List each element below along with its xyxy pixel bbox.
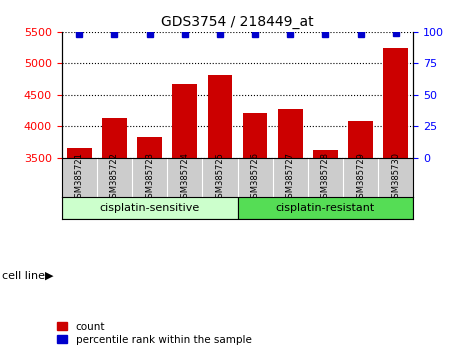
Bar xyxy=(313,150,338,158)
Text: GSM385724: GSM385724 xyxy=(180,152,189,203)
Bar xyxy=(172,84,197,158)
Bar xyxy=(238,197,413,219)
Text: cisplatin-resistant: cisplatin-resistant xyxy=(276,203,375,213)
Bar xyxy=(62,197,238,219)
Bar xyxy=(243,113,267,158)
Text: cisplatin-sensitive: cisplatin-sensitive xyxy=(99,203,200,213)
Bar xyxy=(67,148,92,158)
Bar xyxy=(208,75,232,158)
Bar xyxy=(348,121,373,158)
Bar xyxy=(278,109,303,158)
Text: GSM385723: GSM385723 xyxy=(145,152,154,203)
Legend: count, percentile rank within the sample: count, percentile rank within the sample xyxy=(53,317,256,349)
Title: GDS3754 / 218449_at: GDS3754 / 218449_at xyxy=(161,16,314,29)
Text: GSM385722: GSM385722 xyxy=(110,152,119,203)
Bar xyxy=(102,118,127,158)
Text: GSM385727: GSM385727 xyxy=(286,152,294,203)
Text: GSM385730: GSM385730 xyxy=(391,152,400,203)
Bar xyxy=(137,137,162,158)
Text: GSM385725: GSM385725 xyxy=(216,152,224,203)
Bar xyxy=(383,48,408,158)
Text: cell line: cell line xyxy=(2,271,46,281)
Text: GSM385728: GSM385728 xyxy=(321,152,330,203)
Text: GSM385726: GSM385726 xyxy=(251,152,259,203)
Text: GSM385729: GSM385729 xyxy=(356,152,365,203)
Text: GSM385721: GSM385721 xyxy=(75,152,84,203)
Text: ▶: ▶ xyxy=(45,271,54,281)
